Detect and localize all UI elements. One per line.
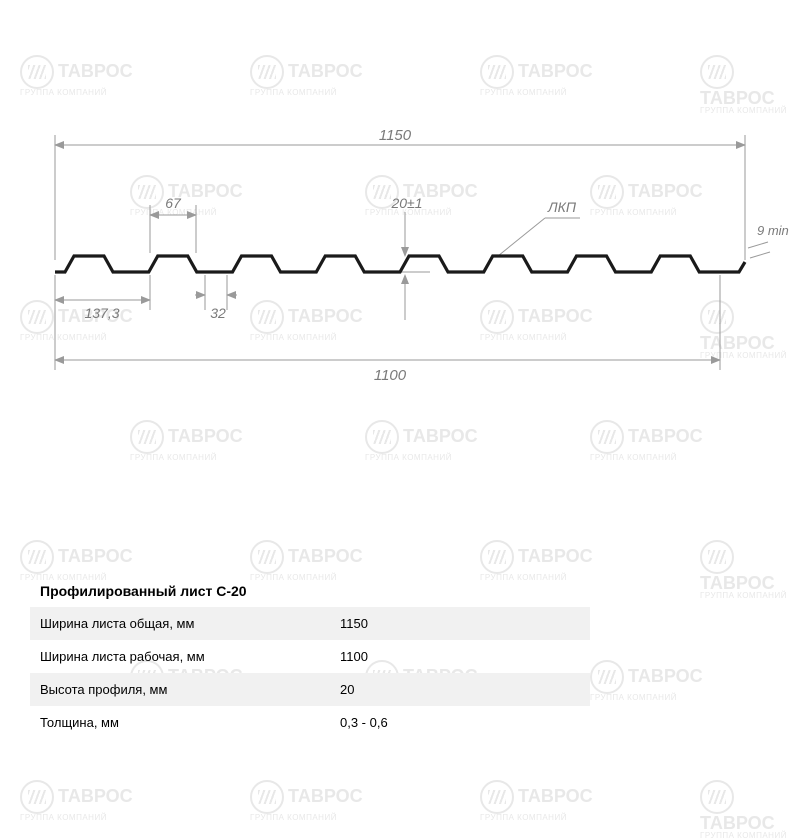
spec-label: Ширина листа общая, мм [40, 616, 340, 631]
spec-table: Профилированный лист С-20 Ширина листа о… [30, 575, 590, 739]
dim-working: 1100 [374, 367, 407, 384]
spec-label: Толщина, мм [40, 715, 340, 730]
profile-diagram: 1150 1100 137,3 67 32 20±1 ЛКП [0, 0, 800, 530]
table-title: Профилированный лист С-20 [30, 575, 590, 607]
dim-top-rib: 67 [165, 195, 182, 211]
spec-row: Ширина листа рабочая, мм1100 [30, 640, 590, 673]
spec-label: Ширина листа рабочая, мм [40, 649, 340, 664]
dim-bottom-gap: 32 [210, 305, 226, 321]
dim-pitch: 137,3 [84, 305, 119, 321]
spec-value: 1100 [340, 649, 580, 664]
spec-label: Высота профиля, мм [40, 682, 340, 697]
dim-edge: 9 min [757, 223, 789, 238]
spec-value: 1150 [340, 616, 580, 631]
spec-row: Ширина листа общая, мм1150 [30, 607, 590, 640]
corrugated-profile [55, 256, 745, 272]
spec-value: 20 [340, 682, 580, 697]
spec-row: Толщина, мм0,3 - 0,6 [30, 706, 590, 739]
dim-coating: ЛКП [547, 199, 577, 215]
dim-overall: 1150 [379, 127, 412, 144]
dim-height: 20±1 [390, 195, 422, 211]
spec-value: 0,3 - 0,6 [340, 715, 580, 730]
spec-row: Высота профиля, мм20 [30, 673, 590, 706]
